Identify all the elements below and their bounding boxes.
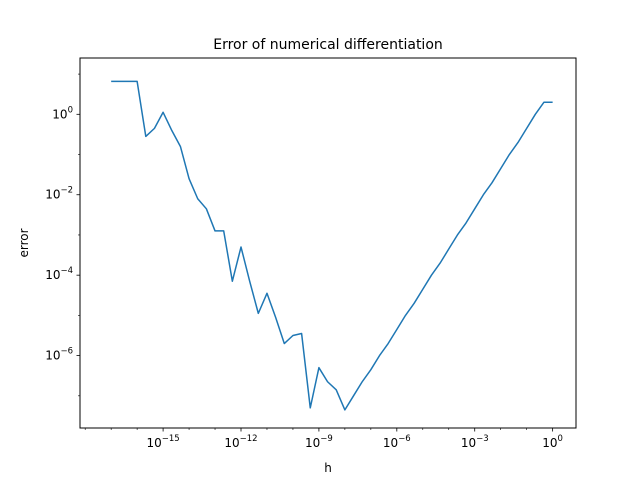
plot-area	[80, 58, 576, 428]
plot-marks	[111, 80, 553, 411]
axes-frame	[79, 57, 577, 429]
y-tick-label: 100	[52, 105, 73, 121]
x-tick-label: 10−9	[305, 434, 333, 450]
x-tick-label: 100	[542, 434, 563, 450]
x-axis-label: h	[324, 461, 332, 475]
x-tick-label: 10−6	[383, 434, 411, 450]
x-tick-label: 10−12	[224, 434, 257, 450]
x-tick-label: 10−15	[146, 434, 179, 450]
series-line	[111, 80, 553, 411]
y-tick-label: 10−6	[45, 347, 73, 363]
y-ticks: 10−6 10−4 10−2 100	[45, 73, 80, 397]
y-tick-label: 10−2	[45, 186, 73, 202]
chart-title: Error of numerical differentiation	[213, 37, 443, 53]
x-ticks: 10−15 10−12 10−9 10−6 10−3 100	[84, 428, 563, 450]
y-tick-label: 10−4	[45, 266, 73, 282]
y-axis-label: error	[17, 228, 31, 257]
x-tick-label: 10−3	[461, 434, 489, 450]
